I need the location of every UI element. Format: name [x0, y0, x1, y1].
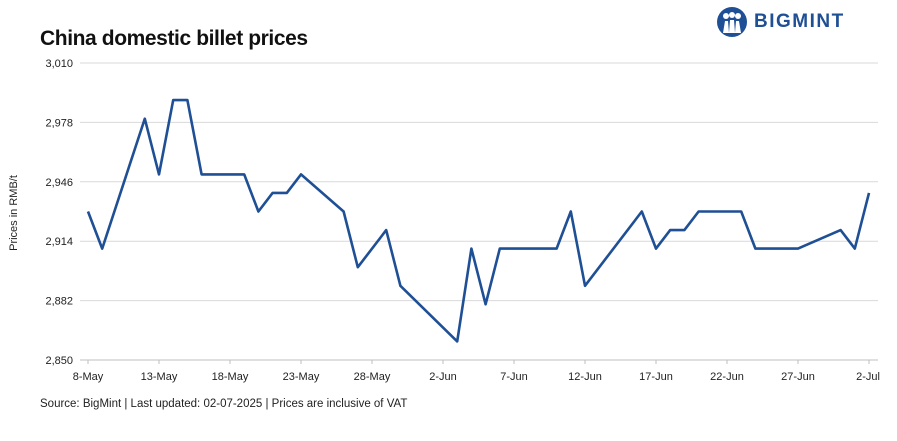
x-tick-label: 27-Jun: [781, 371, 815, 383]
x-tick-label: 13-May: [141, 371, 178, 383]
x-tick-label: 7-Jun: [500, 371, 528, 383]
y-tick-label: 2,978: [45, 117, 73, 129]
x-tick-label: 18-May: [212, 371, 249, 383]
x-tick-label: 22-Jun: [710, 371, 744, 383]
brand-name: BIGMINT: [754, 11, 845, 32]
x-tick-label: 28-May: [354, 371, 391, 383]
x-tick-label: 2-Jun: [429, 371, 457, 383]
y-tick-label: 2,914: [45, 236, 73, 248]
x-tick-label: 12-Jun: [568, 371, 602, 383]
y-tick-label: 3,010: [45, 58, 73, 70]
y-tick-label: 2,882: [45, 296, 73, 308]
x-tick-label: 23-May: [283, 371, 320, 383]
y-tick-label: 2,850: [45, 355, 73, 367]
series-line: [86, 98, 871, 343]
source-note: Source: BigMint | Last updated: 02-07-20…: [40, 398, 408, 410]
x-tick-label: 8-May: [73, 371, 104, 383]
chart-title: China domestic billet prices: [40, 27, 308, 50]
y-tick-label: 2,946: [45, 177, 73, 189]
x-tick-label: 2-Jul: [856, 371, 880, 383]
series-layer: [86, 98, 871, 343]
x-tick-labels: 8-May 13-May 18-May 23-May 28-May 2-Jun 7-Jun 1…: [73, 360, 880, 383]
brand-logo: BIGMINT: [716, 5, 845, 39]
gridlines: [80, 62, 878, 361]
y-tick-labels: 3,010 2,978 2,946 2,914 2,882 2,850: [45, 58, 73, 367]
x-tick-label: 17-Jun: [639, 371, 673, 383]
bigmint-logo-icon: [717, 7, 747, 37]
